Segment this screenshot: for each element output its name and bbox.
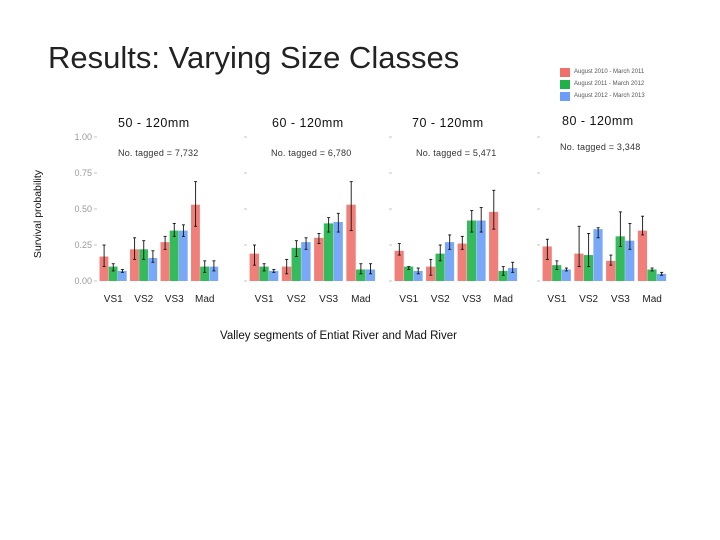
- bar: [117, 270, 127, 281]
- bar: [404, 266, 414, 281]
- x-tick-label: VS1: [399, 294, 418, 305]
- bar: [507, 268, 518, 281]
- bar: [333, 221, 343, 281]
- bar: [323, 223, 334, 281]
- bar: [583, 255, 594, 281]
- legend-swatch: [560, 67, 570, 77]
- y-tick-label: 1.00: [74, 132, 92, 142]
- bar: [574, 253, 584, 281]
- bar: [476, 220, 486, 281]
- x-tick-label: VS3: [611, 294, 630, 305]
- bar: [394, 250, 404, 281]
- bar: [346, 204, 356, 281]
- bar: [647, 269, 657, 281]
- bar: [314, 237, 324, 281]
- x-tick-label: VS3: [462, 294, 481, 305]
- x-axis-title: Valley segments of Entiat River and Mad …: [220, 330, 457, 342]
- bar: [593, 229, 603, 281]
- bar: [365, 269, 376, 281]
- legend-swatch: [560, 79, 570, 89]
- legend-swatch: [560, 91, 570, 101]
- bar: [160, 242, 170, 281]
- bar: [637, 230, 648, 281]
- bar: [130, 249, 139, 281]
- bar: [552, 265, 562, 281]
- bar: [498, 270, 508, 281]
- tagged-count: No. tagged = 5,471: [416, 148, 497, 158]
- x-tick-label: VS2: [579, 294, 598, 305]
- panel-title: 70 - 120mm: [412, 116, 484, 130]
- legend-label: August 2011 - March 2012: [574, 81, 645, 87]
- x-tick-label: Mad: [351, 294, 370, 305]
- legend-item: August 2012 - March 2013: [560, 90, 660, 102]
- bar: [606, 260, 616, 281]
- x-tick-label: VS2: [287, 294, 306, 305]
- x-tick-label: Mad: [494, 294, 513, 305]
- bar: [457, 243, 467, 281]
- x-tick-label: VS1: [104, 294, 123, 305]
- bar: [200, 266, 210, 281]
- y-tick-label: 0.00: [74, 276, 92, 286]
- tagged-count: No. tagged = 3,348: [560, 142, 641, 152]
- legend-label: August 2010 - March 2011: [574, 69, 645, 75]
- bar: [148, 257, 158, 281]
- legend-label: August 2012 - March 2013: [574, 93, 645, 99]
- bar: [169, 230, 179, 281]
- bar: [99, 256, 109, 281]
- bar: [542, 246, 552, 281]
- bar: [615, 236, 625, 281]
- bar: [561, 269, 571, 281]
- x-tick-label: Mad: [195, 294, 214, 305]
- x-tick-label: VS2: [431, 294, 450, 305]
- bar: [467, 220, 477, 281]
- bar: [291, 247, 301, 281]
- bar: [489, 211, 499, 281]
- tagged-count: No. tagged = 6,780: [271, 148, 352, 158]
- panel-title: 50 - 120mm: [118, 116, 190, 130]
- bar: [301, 242, 311, 281]
- x-tick-label: VS3: [319, 294, 338, 305]
- x-tick-label: VS1: [255, 294, 274, 305]
- legend: August 2010 - March 2011 August 2011 - M…: [560, 66, 660, 102]
- bar: [268, 270, 279, 281]
- bar: [625, 240, 635, 281]
- bar: [259, 266, 269, 281]
- x-tick-label: Mad: [642, 294, 661, 305]
- y-tick-label: 0.25: [74, 240, 92, 250]
- bar: [191, 204, 200, 281]
- legend-item: August 2010 - March 2011: [560, 66, 660, 78]
- y-tick-label: 0.75: [74, 168, 92, 178]
- bar: [435, 253, 445, 281]
- bar: [108, 266, 118, 281]
- x-tick-label: VS2: [134, 294, 153, 305]
- panel-title: 80 - 120mm: [562, 114, 634, 128]
- bar: [356, 269, 366, 281]
- panel-title: 60 - 120mm: [272, 116, 344, 130]
- x-tick-label: VS3: [165, 294, 184, 305]
- y-tick-label: 0.50: [74, 204, 92, 214]
- bar: [209, 266, 219, 281]
- slide-title: Results: Varying Size Classes: [48, 40, 460, 75]
- bar: [249, 253, 259, 281]
- legend-item: August 2011 - March 2012: [560, 78, 660, 90]
- bar: [139, 249, 149, 281]
- x-tick-label: VS1: [547, 294, 566, 305]
- bar: [656, 273, 667, 281]
- bar: [413, 270, 423, 281]
- bar: [178, 230, 188, 281]
- bar: [444, 242, 455, 281]
- tagged-count: No. tagged = 7,732: [118, 148, 199, 158]
